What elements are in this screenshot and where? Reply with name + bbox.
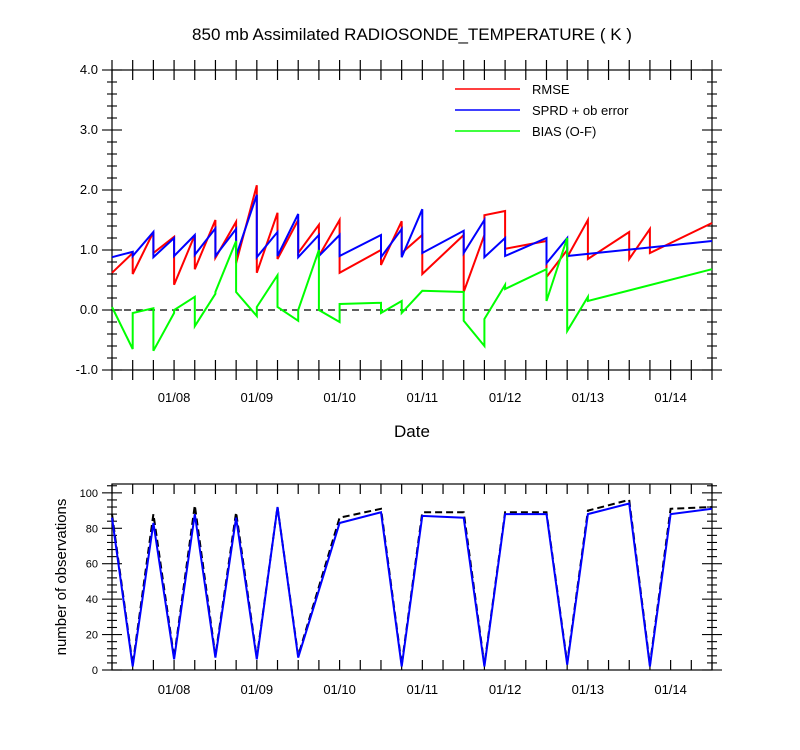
chart-title: 850 mb Assimilated RADIOSONDE_TEMPERATUR… <box>192 25 632 44</box>
bottom-y-tick-label: 100 <box>80 488 98 500</box>
top-plot-frame <box>111 69 713 371</box>
top-x-tick-label: 01/12 <box>489 390 522 405</box>
top-x-axis-label: Date <box>394 422 430 441</box>
legend-label-rmse: RMSE <box>532 82 570 97</box>
bottom-series-dashed <box>111 498 713 665</box>
bottom-y-tick-label: 40 <box>86 594 98 606</box>
legend-label-sprd: SPRD + ob error <box>532 103 629 118</box>
bottom-x-tick-label: 01/13 <box>572 682 605 697</box>
legend-label-bias: BIAS (O-F) <box>532 124 596 139</box>
top-y-tick-label: 1.0 <box>80 242 98 257</box>
top-y-tick-label: 4.0 <box>80 62 98 77</box>
top-plot-series <box>111 184 713 352</box>
legend: RMSE SPRD + ob error BIAS (O-F) <box>455 82 629 139</box>
top-x-tick-label: 01/09 <box>241 390 274 405</box>
bottom-y-tick-label: 80 <box>86 523 98 535</box>
top-x-tick-label: 01/14 <box>654 390 687 405</box>
top-plot: 01/08 01/09 01/10 01/11 01/12 01/13 01/14 -1.0 0… <box>76 60 722 441</box>
bottom-x-tick-label: 01/11 <box>407 682 439 697</box>
top-x-tick-label: 01/11 <box>407 390 439 405</box>
top-y-tick-label: 3.0 <box>80 122 98 137</box>
bottom-series-solid <box>111 502 713 667</box>
bottom-y-tick-label: 0 <box>92 665 98 677</box>
top-series-sprd-ob-error <box>111 194 713 266</box>
top-x-tick-label: 01/13 <box>572 390 605 405</box>
bottom-plot-axes: 01/08 01/09 01/10 01/11 01/12 01/13 01/14 0 20 40… <box>80 483 722 697</box>
top-series-rmse <box>111 184 713 293</box>
bottom-plot-frame <box>111 483 713 671</box>
top-x-tick-label: 01/08 <box>158 390 191 405</box>
bottom-plot: 01/08 01/09 01/10 01/11 01/12 01/13 01/14 0 20 40… <box>53 483 722 697</box>
bottom-x-tick-label: 01/14 <box>654 682 687 697</box>
bottom-y-axis-label: number of observations <box>53 499 70 656</box>
bottom-x-tick-label: 01/09 <box>241 682 274 697</box>
top-y-tick-label: 2.0 <box>80 182 98 197</box>
top-x-tick-label: 01/10 <box>323 390 356 405</box>
bottom-y-tick-label: 60 <box>86 559 98 571</box>
bottom-x-tick-label: 01/12 <box>489 682 522 697</box>
bottom-x-tick-label: 01/10 <box>323 682 356 697</box>
top-plot-axes: 01/08 01/09 01/10 01/11 01/12 01/13 01/14 -1.0 0… <box>76 60 722 405</box>
top-y-tick-label: 0.0 <box>80 302 98 317</box>
top-y-tick-label: -1.0 <box>76 362 98 377</box>
bottom-x-tick-label: 01/08 <box>158 682 191 697</box>
top-series-bias-o-f <box>111 237 713 352</box>
bottom-y-tick-label: 20 <box>86 630 98 642</box>
bottom-plot-series <box>111 498 713 667</box>
